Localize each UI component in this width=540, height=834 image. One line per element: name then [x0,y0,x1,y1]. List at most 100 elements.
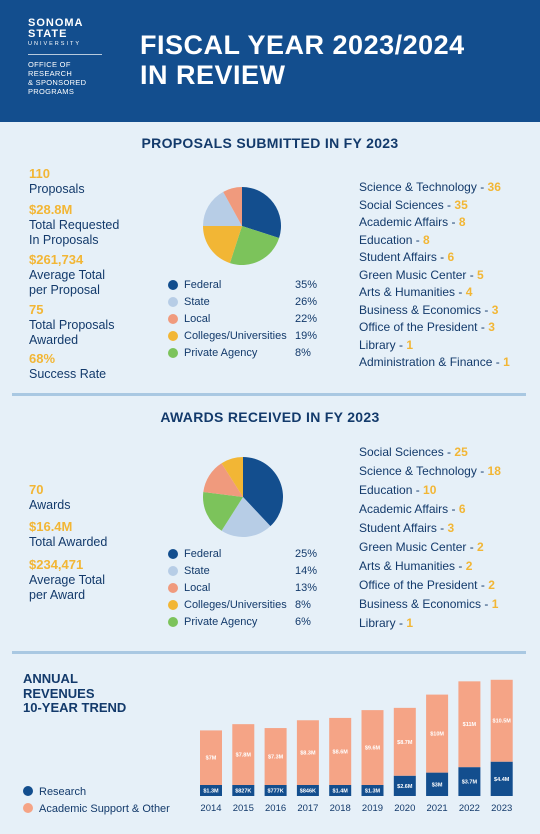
year-tick-label: 2022 [459,803,480,814]
bar-support-2022 [458,681,481,768]
bar-research-2014 [200,785,222,796]
legend-item-colleges: Colleges/Universities 19% [168,328,328,344]
legend-pct: 8% [295,599,311,611]
legend-item-local: Local 22% [168,311,328,327]
bar-support-2016 [264,728,287,785]
bar-support-2023 [490,679,513,762]
stat-value: $16.4M [29,519,73,534]
private-dot [168,617,178,627]
stat-value: 75 [29,302,44,317]
bar-research-2021 [426,772,449,796]
dept-item: Social Sciences - 25 [359,445,468,459]
dept-name: Social Sciences [359,445,444,459]
legend-label: State [184,296,210,308]
title-line1: FISCAL YEAR 2023/2024 [140,30,465,60]
research-value-label: $827K [235,789,251,795]
dept-item: Social Sciences - 35 [359,198,468,212]
bar-research-2020 [393,775,416,796]
support-value-label: $8.3M [300,751,316,757]
dept-count: 5 [477,268,484,282]
office-line: & SPONSORED [28,78,87,87]
year-tick-label: 2015 [233,803,254,814]
dept-count: 18 [487,464,501,478]
year-tick-label: 2021 [427,803,448,814]
legend-pct: 6% [295,616,311,628]
pie-slice-local [203,463,243,497]
dept-item: Arts & Humanities - 4 [359,285,473,299]
office-line: RESEARCH [28,69,73,78]
legend-label: Private Agency [184,616,258,628]
dept-name: Student Affairs [359,521,437,535]
legend-label: State [184,565,210,577]
stat-label: Proposals [29,182,85,196]
support-value-label: $10.5M [493,719,512,725]
support-value-label: $8.6M [333,749,349,755]
dept-item: Library - 1 [359,338,414,352]
legend-research: Research [23,785,86,799]
dept-name: Green Music Center [359,540,467,554]
dept-name: Education [359,483,413,497]
legend-label: Federal [184,279,222,291]
stat-value: $234,471 [29,557,84,572]
bar-support-2014 [200,730,222,785]
stat-block: $16.4M Total Awarded [29,519,149,550]
dept-item: Green Music Center - 2 [359,540,484,554]
legend-support: Academic Support & Other [23,802,170,816]
research-value-label: $846K [300,789,316,795]
dept-count: 6 [458,502,466,516]
stat-label: Success Rate [29,367,107,381]
stat-label: per Award [29,588,86,602]
office-line: OFFICE OF [28,60,71,69]
stat-label: Average Total [29,268,105,282]
revenue-trend-chart: $1.3M $7M 2014 $827K $7.8M 2015 $777K $7.3M 2016… [200,679,513,814]
research-dot [23,786,33,796]
logo-line2: STATE [28,28,68,40]
dept-count: 2 [488,578,495,592]
proposals-pie-chart [203,187,281,265]
dept-count: 8 [423,233,430,247]
dept-count: 36 [487,180,501,194]
stat-value: 110 [29,166,50,181]
legend-pct: 8% [295,347,311,359]
dept-count: 1 [406,616,414,630]
dept-item: Education - 10 [359,483,437,497]
year-tick-label: 2018 [330,803,351,814]
dept-name: Business & Economics [359,597,482,611]
university-logo: SONOMA STATE UNIVERSITY OFFICE OF RESEAR… [28,18,106,96]
support-value-label: $9.6M [365,746,381,752]
support-value-label: $7.8M [236,753,252,759]
dept-item: Library - 1 [359,616,414,630]
colleges-dot [168,331,178,341]
title-line2: IN REVIEW [140,60,286,90]
dept-item: Student Affairs - 3 [359,521,455,535]
legend-label: Federal [184,548,222,560]
dept-count: 1 [491,597,499,611]
support-dot [23,803,33,813]
pie-slice-private-agency [203,491,243,531]
pie-slice-local [223,187,242,226]
logo-line1: SONOMA [28,17,84,29]
bar-research-2016 [264,785,287,796]
legend-item-federal: Federal 25% [168,546,328,562]
dept-item: Business & Economics - 3 [359,303,499,317]
dept-name: Administration & Finance [359,355,493,369]
year-tick-label: 2019 [362,803,383,814]
stat-label: per Proposal [29,283,100,297]
research-value-label: $777K [267,789,283,795]
page-title: FISCAL YEAR 2023/2024 IN REVIEW [140,30,465,90]
support-value-label: $7.3M [268,755,284,761]
dept-count: 35 [454,198,468,212]
legend-label: Academic Support & Other [39,803,170,815]
support-value-label: $7M [206,756,217,762]
stat-label: Awarded [29,333,79,347]
legend-item-state: State 14% [168,563,328,579]
dept-item: Green Music Center - 5 [359,268,484,282]
dept-item: Academic Affairs - 6 [359,502,466,516]
dept-item: Academic Affairs - 8 [359,215,466,229]
pie-slice-colleges-universities [203,226,242,264]
year-tick-label: 2016 [265,803,286,814]
stat-value: $261,734 [29,252,84,267]
stat-value: 70 [29,482,44,497]
stat-label: Total Awarded [29,535,108,549]
bar-research-2017 [296,785,319,796]
